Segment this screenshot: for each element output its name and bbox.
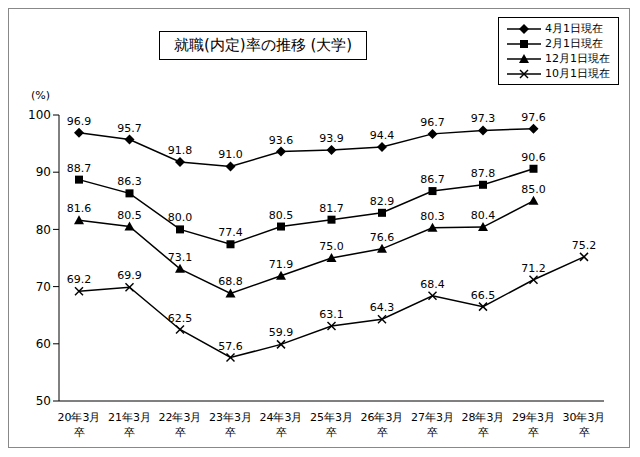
- svg-text:80: 80: [36, 223, 51, 237]
- html-text:12月1日現在: 12月1日現在: [545, 52, 610, 65]
- svg-text:85.0: 85.0: [521, 183, 546, 196]
- svg-text:75.2: 75.2: [572, 239, 597, 252]
- html-text:2月1日現在: 2月1日現在: [545, 37, 603, 50]
- svg-text:91.8: 91.8: [168, 144, 193, 157]
- svg-text:69.2: 69.2: [67, 273, 92, 286]
- svg-text:91.0: 91.0: [218, 148, 243, 161]
- svg-text:93.6: 93.6: [269, 134, 294, 147]
- svg-text:30年3月卒: 30年3月卒: [563, 411, 606, 439]
- svg-text:63.1: 63.1: [319, 308, 344, 321]
- html-text:4月1日現在: 4月1日現在: [545, 22, 603, 35]
- svg-text:80.5: 80.5: [269, 209, 294, 222]
- svg-text:97.3: 97.3: [471, 112, 496, 125]
- svg-text:87.8: 87.8: [471, 167, 496, 180]
- svg-text:25年3月卒: 25年3月卒: [310, 411, 353, 439]
- svg-text:80.5: 80.5: [117, 209, 142, 222]
- svg-text:88.7: 88.7: [67, 162, 92, 175]
- svg-text:86.3: 86.3: [117, 175, 142, 188]
- svg-text:27年3月卒: 27年3月卒: [411, 411, 454, 439]
- svg-text:96.9: 96.9: [67, 115, 92, 128]
- svg-text:64.3: 64.3: [370, 301, 395, 314]
- svg-text:86.7: 86.7: [420, 173, 445, 186]
- svg-text:26年3月卒: 26年3月卒: [361, 411, 404, 439]
- svg-text:69.9: 69.9: [117, 269, 142, 282]
- svg-text:50: 50: [36, 394, 51, 408]
- svg-text:80.3: 80.3: [420, 210, 445, 223]
- svg-text:68.4: 68.4: [420, 278, 445, 291]
- svg-text:80.4: 80.4: [471, 209, 496, 222]
- html-text:10月1日現在: 10月1日現在: [545, 67, 610, 80]
- svg-text:71.9: 71.9: [269, 258, 294, 271]
- svg-text:22年3月卒: 22年3月卒: [159, 411, 202, 439]
- svg-text:93.9: 93.9: [319, 132, 344, 145]
- html-text:就職(内定)率の推移 (大学): 就職(内定)率の推移 (大学): [174, 36, 353, 54]
- svg-text:90: 90: [36, 165, 51, 179]
- svg-text:81.7: 81.7: [319, 202, 344, 215]
- svg-text:23年3月卒: 23年3月卒: [209, 411, 252, 439]
- svg-text:100: 100: [28, 108, 51, 122]
- svg-text:62.5: 62.5: [168, 312, 193, 325]
- svg-text:94.4: 94.4: [370, 129, 395, 142]
- svg-text:21年3月卒: 21年3月卒: [108, 411, 151, 439]
- svg-text:96.7: 96.7: [420, 116, 445, 129]
- svg-text:59.9: 59.9: [269, 326, 294, 339]
- svg-text:80.0: 80.0: [168, 211, 193, 224]
- svg-text:76.6: 76.6: [370, 231, 395, 244]
- svg-text:60: 60: [36, 337, 51, 351]
- svg-text:90.6: 90.6: [521, 151, 546, 164]
- svg-text:70: 70: [36, 280, 51, 294]
- svg-text:68.8: 68.8: [218, 275, 243, 288]
- svg-text:82.9: 82.9: [370, 195, 395, 208]
- svg-text:77.4: 77.4: [218, 226, 243, 239]
- svg-text:57.6: 57.6: [218, 340, 243, 353]
- svg-text:29年3月卒: 29年3月卒: [512, 411, 555, 439]
- svg-text:81.6: 81.6: [67, 202, 92, 215]
- svg-text:28年3月卒: 28年3月卒: [462, 411, 505, 439]
- svg-text:73.1: 73.1: [168, 251, 193, 264]
- svg-text:66.5: 66.5: [471, 289, 496, 302]
- svg-text:20年3月卒: 20年3月卒: [58, 411, 101, 439]
- svg-text:75.0: 75.0: [319, 240, 344, 253]
- svg-text:97.6: 97.6: [521, 111, 546, 124]
- svg-text:24年3月卒: 24年3月卒: [260, 411, 303, 439]
- svg-text:71.2: 71.2: [521, 262, 546, 275]
- svg-text:95.7: 95.7: [117, 122, 142, 135]
